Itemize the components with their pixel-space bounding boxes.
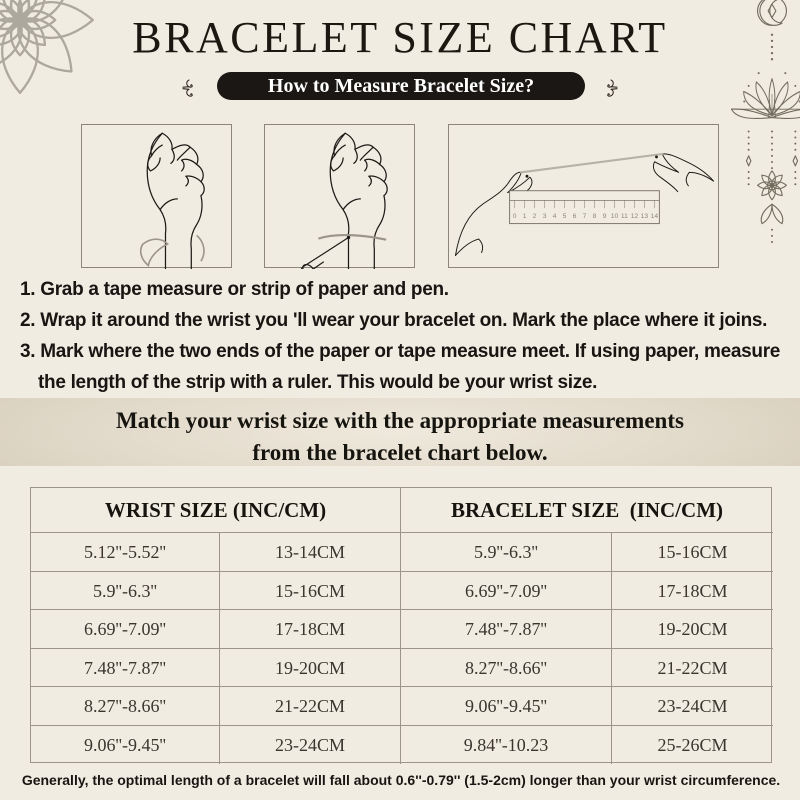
svg-text:0: 0	[513, 213, 517, 220]
svg-text:6: 6	[573, 213, 577, 220]
svg-text:13: 13	[641, 213, 649, 220]
svg-text:5: 5	[563, 213, 567, 220]
svg-text:8: 8	[593, 213, 597, 220]
svg-text:4: 4	[553, 213, 557, 220]
svg-text:11: 11	[621, 213, 628, 220]
svg-text:7: 7	[583, 213, 587, 220]
svg-text:1: 1	[523, 213, 527, 220]
svg-text:2: 2	[533, 213, 537, 220]
svg-text:10: 10	[611, 213, 619, 220]
svg-text:9: 9	[603, 213, 607, 220]
svg-text:14: 14	[651, 213, 659, 220]
svg-text:12: 12	[631, 213, 639, 220]
svg-text:3: 3	[543, 213, 547, 220]
